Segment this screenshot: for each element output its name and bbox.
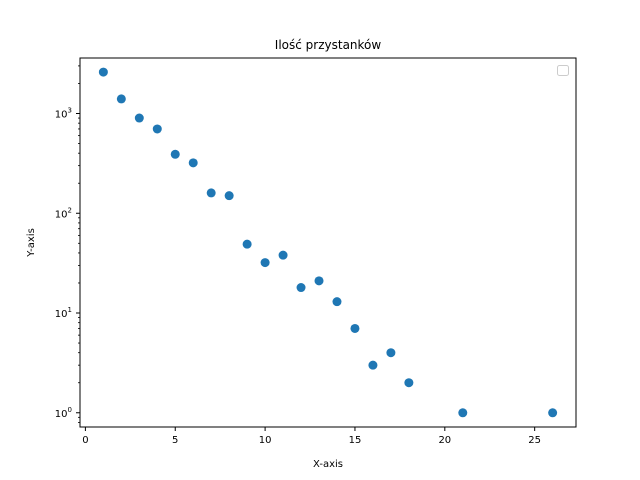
data-point	[404, 378, 414, 388]
y-tick-base: 10	[55, 409, 68, 420]
data-point	[314, 276, 324, 286]
x-tick-label: 15	[349, 435, 362, 446]
legend-box	[557, 65, 569, 76]
data-point	[548, 408, 558, 418]
data-point	[98, 67, 108, 77]
y-tick-label: 101	[55, 306, 72, 320]
data-point	[368, 360, 378, 370]
data-point	[350, 323, 360, 333]
data-point	[170, 149, 180, 159]
data-point	[386, 348, 396, 358]
x-tick-label: 0	[82, 435, 88, 446]
y-tick-exponent: 0	[68, 406, 72, 414]
plot-frame	[79, 57, 577, 428]
data-point	[458, 408, 468, 418]
data-point	[332, 297, 342, 307]
y-tick-label: 100	[55, 406, 72, 420]
data-point	[206, 188, 216, 198]
x-tick-label: 20	[438, 435, 451, 446]
y-tick-base: 10	[55, 309, 68, 320]
y-tick-exponent: 2	[68, 206, 72, 214]
data-point	[278, 250, 288, 260]
data-point	[152, 124, 162, 134]
y-tick-exponent: 3	[68, 106, 72, 114]
y-tick-label: 102	[55, 206, 72, 220]
data-point	[296, 283, 306, 293]
data-point	[134, 113, 144, 123]
x-tick-label: 25	[528, 435, 541, 446]
y-axis-label: Y-axis	[26, 228, 37, 258]
y-tick-exponent: 1	[68, 306, 72, 314]
data-point	[116, 94, 126, 104]
x-axis-label: X-axis	[313, 459, 343, 470]
data-point	[260, 258, 270, 268]
y-tick-label: 103	[55, 106, 72, 120]
y-tick-base: 10	[55, 209, 68, 220]
y-tick-base: 10	[55, 109, 68, 120]
x-tick-label: 10	[259, 435, 272, 446]
data-point	[188, 158, 198, 168]
x-tick-label: 5	[172, 435, 178, 446]
data-point	[224, 191, 234, 201]
chart-title: Ilość przystanków	[275, 38, 382, 52]
data-point	[242, 239, 252, 249]
